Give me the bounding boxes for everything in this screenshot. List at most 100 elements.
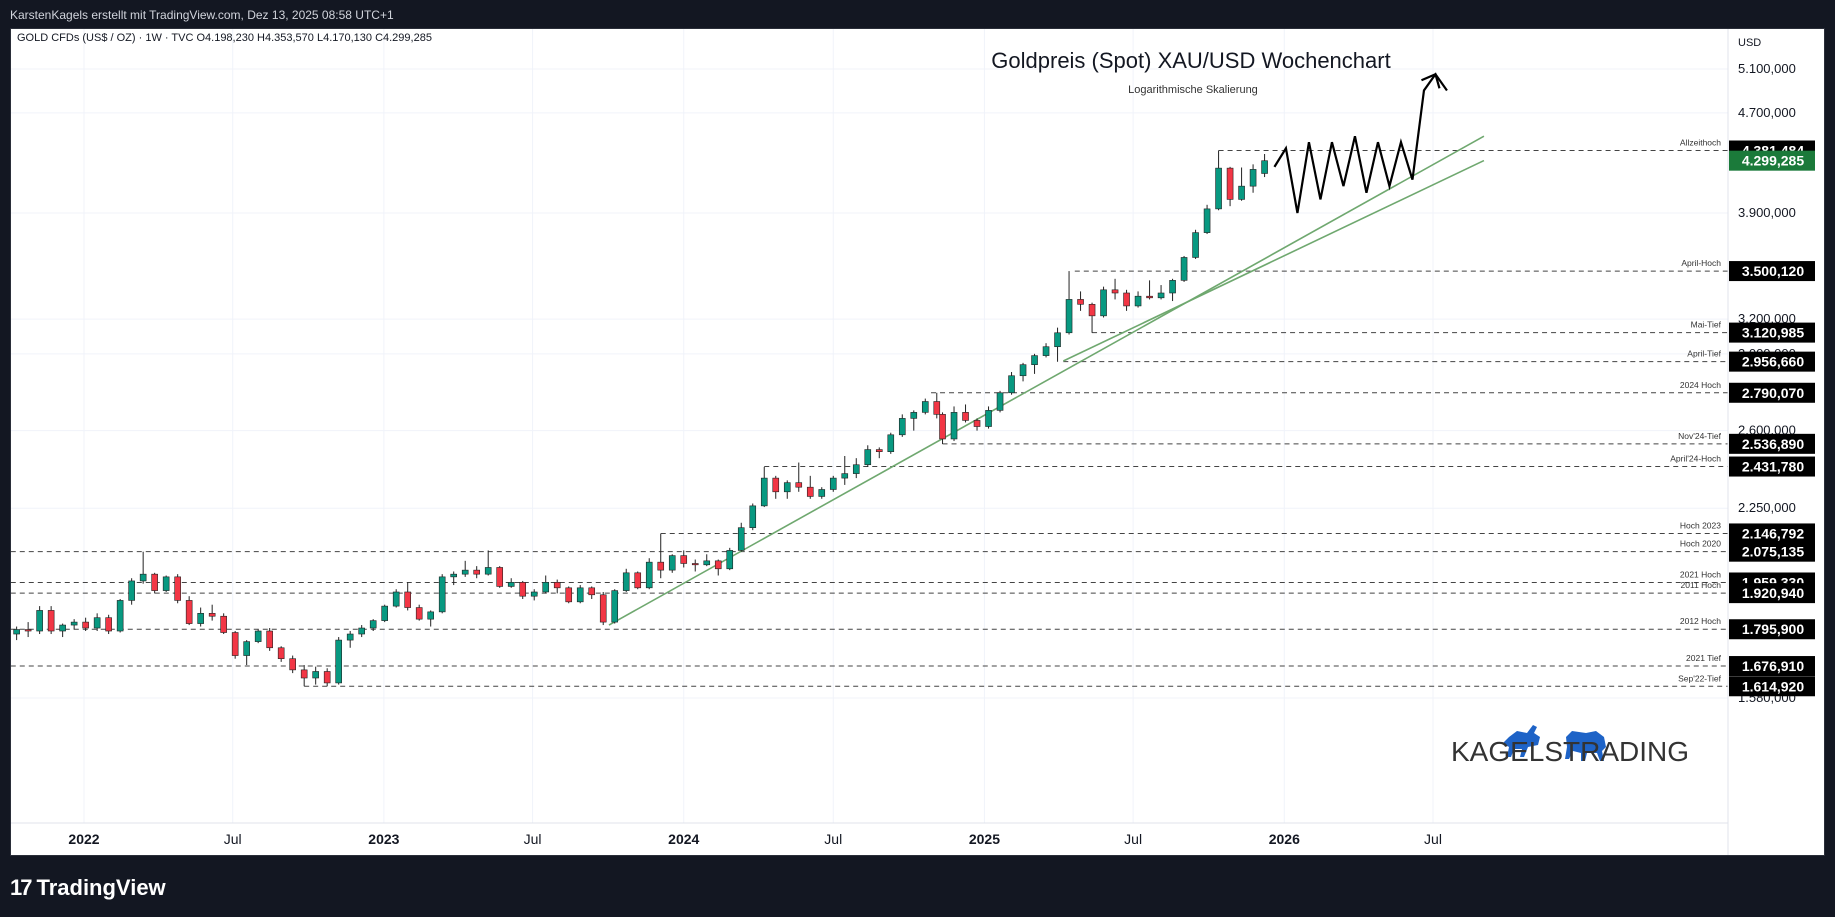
bear-icon: [1565, 731, 1606, 761]
level-price-box: [1729, 261, 1815, 282]
level-label: Allzeithoch: [1680, 138, 1721, 148]
tradingview-logo[interactable]: 17 TradingView: [10, 875, 166, 901]
candle-body: [691, 563, 699, 566]
candle-body: [519, 582, 527, 597]
time-tick-label: Jul: [524, 831, 542, 847]
candle-body: [1261, 160, 1268, 174]
candle-body: [404, 591, 411, 608]
candle-body: [59, 624, 66, 632]
candle-body: [358, 627, 365, 635]
candle-body: [507, 582, 515, 587]
level-price-label: 2.536,890: [1742, 436, 1804, 452]
candle-body: [473, 569, 481, 575]
time-axis[interactable]: 2022 Jul 2023 Jul 2024 Jul 2025 Jul 2026 Jul: [68, 831, 1442, 847]
candle-body: [197, 613, 204, 624]
candle-body: [496, 567, 504, 587]
level-price-label: 2.146,792: [1742, 525, 1804, 541]
candle-body: [737, 527, 745, 551]
candle-body: [450, 573, 458, 578]
projection-arrowhead: [1421, 72, 1441, 89]
level-price-label: 1.614,920: [1742, 678, 1804, 694]
kagels-trading-logo: KAGELSTRADING: [1451, 725, 1689, 767]
candle-body: [1065, 299, 1073, 334]
candle-body: [703, 560, 711, 566]
candle-body: [1157, 292, 1165, 299]
candle-body: [962, 412, 969, 421]
candle-body: [1146, 295, 1153, 299]
time-tick-label: 2025: [969, 831, 1000, 847]
time-tick-label: Jul: [1124, 831, 1142, 847]
chart-frame[interactable]: Allzeithoch April-Hoch Mai-Tief April-Tief 2…: [10, 28, 1825, 856]
candle-body: [1203, 208, 1211, 233]
chart-title-group: Goldpreis (Spot) XAU/USD Wochenchart Log…: [991, 48, 1390, 96]
tradingview-brand: TradingView: [36, 875, 166, 900]
time-tick-label: 2026: [1269, 831, 1300, 847]
candle-body: [415, 607, 423, 620]
candle-body: [47, 610, 55, 632]
level-price-label: 1.920,940: [1742, 585, 1804, 601]
time-tick-label: 2024: [668, 831, 699, 847]
candle-body: [772, 477, 780, 493]
level-price-labels: 4.381,4844.299,2853.500,1203.120,9852.95…: [1729, 140, 1815, 697]
candle-body: [910, 412, 918, 419]
time-tick-label: Jul: [824, 831, 842, 847]
attribution-text: KarstenKagels erstellt mit TradingView.c…: [10, 8, 394, 22]
level-label: Hoch 2023: [1680, 520, 1721, 530]
level-label: Sep'22-Tief: [1678, 673, 1722, 683]
candle-body: [818, 489, 826, 497]
candle-body: [933, 401, 941, 415]
time-tick-label: 2023: [368, 831, 399, 847]
candle-body: [714, 560, 722, 570]
candle-body: [542, 582, 550, 593]
candle-body: [105, 617, 112, 632]
candle-body: [1088, 303, 1096, 317]
level-label: April-Hoch: [1681, 258, 1721, 268]
candle-body: [996, 392, 1004, 411]
trendline: [608, 135, 1485, 626]
price-tick-label: 5.100,000: [1738, 61, 1796, 76]
candle-body: [875, 449, 883, 452]
level-label: 2012 Hoch: [1680, 616, 1721, 626]
candle-body: [323, 671, 331, 684]
candle-body: [553, 582, 561, 589]
level-price-box: [1729, 150, 1815, 171]
candle-body: [231, 632, 239, 656]
candle-body: [335, 639, 342, 684]
candle-body: [277, 647, 285, 660]
candle-body: [266, 630, 273, 649]
candle-body: [139, 573, 147, 582]
level-price-label: 2.431,780: [1742, 459, 1804, 475]
candle-body: [289, 658, 296, 671]
candle-body: [162, 576, 170, 591]
candle-body: [369, 620, 377, 629]
candle-body: [128, 580, 135, 601]
price-tick-label: 3.200,000: [1738, 311, 1796, 326]
level-price-label: 2.790,070: [1742, 385, 1804, 401]
candle-body: [484, 567, 492, 575]
currency-label: USD: [1738, 37, 1761, 49]
candle-body: [611, 590, 619, 623]
level-label: April-Tief: [1687, 349, 1721, 359]
candle-body: [898, 418, 906, 436]
candle-body: [1042, 346, 1050, 356]
level-price-box: [1729, 676, 1815, 697]
candle-body: [24, 629, 32, 632]
candle-body: [939, 414, 946, 440]
projection-path: [1273, 72, 1448, 214]
level-price-label: 2.956,660: [1742, 354, 1804, 370]
candle-body: [1134, 295, 1142, 307]
price-tick-label: 3.900,000: [1738, 205, 1796, 220]
candle-body: [1019, 364, 1027, 377]
chart-svg[interactable]: Allzeithoch April-Hoch Mai-Tief April-Tief 2…: [11, 29, 1824, 855]
candle-body: [950, 412, 958, 440]
candle-body: [1238, 185, 1245, 200]
candle-body: [93, 617, 101, 629]
candle-body: [760, 477, 768, 507]
symbol-info[interactable]: GOLD CFDs (US$ / OZ) · 1W · TVC O4.198,2…: [17, 32, 432, 44]
candle-body: [427, 611, 434, 620]
projection-line: [1273, 72, 1448, 214]
level-label: 2021 Hoch: [1680, 569, 1721, 579]
price-tick-label: 4.700,000: [1738, 105, 1796, 120]
level-lines: Allzeithoch April-Hoch Mai-Tief April-Tief 2…: [11, 138, 1728, 687]
candle-body: [726, 550, 734, 570]
